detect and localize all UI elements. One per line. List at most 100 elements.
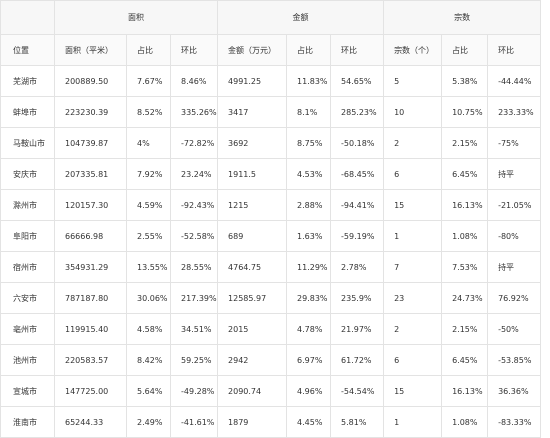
table-cell: 147725.00 [54,375,127,407]
table-cell: -49.28% [169,375,219,407]
table-cell: -50.18% [330,127,385,159]
table-cell: -52.58% [169,220,219,252]
table-cell: 65244.33 [54,406,127,438]
table-cell: 4.96% [286,375,332,407]
table-cell: -44.44% [487,65,542,97]
table-cell: 2090.74 [217,375,288,407]
table-cell: 285.23% [330,96,385,128]
table-cell: 8.46% [169,65,219,97]
table-cell: 4.53% [286,158,332,190]
city-cell: 马鞍山市 [0,127,55,159]
table-cell: 2.55% [126,220,171,252]
table-cell: 21.97% [330,313,385,345]
table-cell: 2942 [217,344,288,376]
table-cell: 5.64% [126,375,171,407]
table-cell: 11.83% [286,65,332,97]
table-cell: -72.82% [169,127,219,159]
table-cell: 2015 [217,313,288,345]
table-row: 滁州市 120157.30 4.59% -92.43% 1215 2.88% -94.41%… [0,189,542,221]
column-header: 宗数（个） [383,34,443,66]
table-cell: -21.05% [487,189,542,221]
table-cell: 1 [383,220,443,252]
table-cell: 200889.50 [54,65,127,97]
table-cell: 2.49% [126,406,171,438]
table-cell: 2.15% [441,313,489,345]
column-header: 占比 [286,34,332,66]
table-row: 池州市 220583.57 8.42% 59.25% 2942 6.97% 61.72% 6 6… [0,344,542,376]
table-cell: 1.63% [286,220,332,252]
table-cell: 10.75% [441,96,489,128]
table-cell: 54.65% [330,65,385,97]
table-cell: 4.78% [286,313,332,345]
table-cell: 10 [383,96,443,128]
table-cell: 23 [383,282,443,314]
table-cell: 8.42% [126,344,171,376]
table-cell: 59.25% [169,344,219,376]
table-cell: -54.54% [330,375,385,407]
table-cell: 1215 [217,189,288,221]
table-row: 蚌埠市 223230.39 8.52% 335.26% 3417 8.1% 285.23% 1… [0,96,542,128]
group-header-row: 面积 金额 宗数 [0,0,542,35]
table-cell: -75% [487,127,542,159]
table-cell: 11.29% [286,251,332,283]
table-cell: 1 [383,406,443,438]
table-cell: 220583.57 [54,344,127,376]
table-cell: 12585.97 [217,282,288,314]
table-cell: 23.24% [169,158,219,190]
table-cell: 4% [126,127,171,159]
table-row: 马鞍山市 104739.87 4% -72.82% 3692 8.75% -50.18% 2 2… [0,127,542,159]
table-cell: 2.88% [286,189,332,221]
table-cell: 4.59% [126,189,171,221]
column-header: 位置 [0,34,55,66]
group-header-blank [0,0,55,35]
table-cell: 5.38% [441,65,489,97]
table-cell: -53.85% [487,344,542,376]
table-cell: 335.26% [169,96,219,128]
city-cell: 滁州市 [0,189,55,221]
table-cell: 235.9% [330,282,385,314]
table-cell: 3417 [217,96,288,128]
table-cell: 7 [383,251,443,283]
table-cell: 24.73% [441,282,489,314]
table-cell: 217.39% [169,282,219,314]
table-row: 六安市 787187.80 30.06% 217.39% 12585.97 29.83% 2… [0,282,542,314]
group-header-count: 宗数 [383,0,542,35]
column-header: 环比 [169,34,219,66]
table-cell: 2 [383,313,443,345]
column-header-row: 位置 面积（平米） 占比 环比 金额（万元） 占比 环比 宗数（个） 占比 环比 [0,34,542,66]
table-cell: 36.36% [487,375,542,407]
table-cell: -92.43% [169,189,219,221]
table-cell: 13.55% [126,251,171,283]
table-cell: 8.52% [126,96,171,128]
city-cell: 淮南市 [0,406,55,438]
table-cell: 354931.29 [54,251,127,283]
table-row: 亳州市 119915.40 4.58% 34.51% 2015 4.78% 21.97% 2 2… [0,313,542,345]
column-header: 金额（万元） [217,34,288,66]
table-cell: 207335.81 [54,158,127,190]
table-cell: 104739.87 [54,127,127,159]
table-cell: 1.08% [441,406,489,438]
table-cell: 6 [383,158,443,190]
table-cell: 4991.25 [217,65,288,97]
table-cell: 1.08% [441,220,489,252]
table-row: 宣城市 147725.00 5.64% -49.28% 2090.74 4.96% -54.… [0,375,542,407]
table-row: 安庆市 207335.81 7.92% 23.24% 1911.5 4.53% -68.45… [0,158,542,190]
table-cell: 5.81% [330,406,385,438]
table-cell: 8.75% [286,127,332,159]
table-cell: 持平 [487,251,542,283]
column-header: 面积（平米） [54,34,127,66]
table-cell: 6.45% [441,344,489,376]
table-row: 芜湖市 200889.50 7.67% 8.46% 4991.25 11.83% 54.65… [0,65,542,97]
table-cell: 6.97% [286,344,332,376]
city-cell: 安庆市 [0,158,55,190]
table-cell: 76.92% [487,282,542,314]
table-cell: 8.1% [286,96,332,128]
table-cell: 29.83% [286,282,332,314]
group-header-area: 面积 [53,0,219,35]
table-cell: -59.19% [330,220,385,252]
table-cell: 34.51% [169,313,219,345]
table-cell: 1879 [217,406,288,438]
table-cell: 1911.5 [217,158,288,190]
table-cell: -83.33% [487,406,542,438]
table-cell: 15 [383,189,443,221]
